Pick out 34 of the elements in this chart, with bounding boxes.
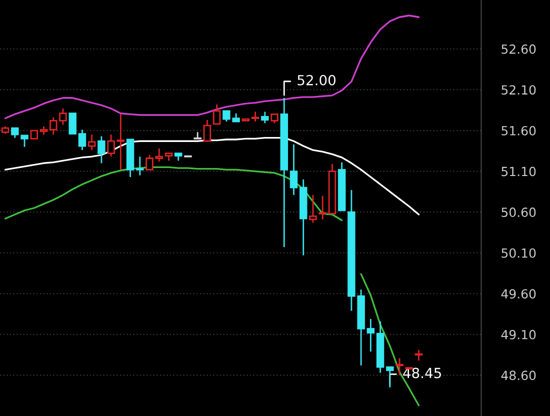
y-tick-label: 52.10: [502, 85, 536, 95]
y-tick-label: 50.60: [502, 208, 536, 218]
candlestick: [155, 148, 164, 162]
y-tick-label: 48.60: [501, 370, 536, 380]
candlestick: [318, 195, 326, 220]
candlestick: [261, 111, 269, 124]
candlestick: [107, 134, 115, 158]
candlestick: [366, 318, 375, 352]
candlestick: [146, 154, 154, 170]
candlestick: [386, 366, 394, 388]
candlestick: [49, 116, 58, 136]
annotation: 48.45: [403, 368, 441, 378]
candlestick: [136, 156, 144, 176]
candlestick: [290, 144, 298, 196]
candlestick: [78, 129, 86, 151]
candlestick: [251, 111, 260, 122]
y-tick-label: 51.60: [502, 126, 536, 136]
candlestick: [68, 112, 76, 134]
candlestick: [194, 131, 202, 140]
candlestick: [59, 108, 67, 126]
y-tick-label: 50.10: [502, 248, 536, 258]
candlestick: [88, 134, 96, 151]
annotation: 52.00: [298, 74, 336, 86]
candlestick: [396, 357, 404, 376]
candlestick: [98, 136, 106, 164]
y-tick-label: 51.10: [502, 166, 536, 176]
candlestick: [414, 349, 423, 362]
y-tick-label: 52.60: [502, 44, 536, 54]
y-tick-label: 49.10: [501, 330, 536, 340]
candlestick: [212, 104, 221, 125]
y-tick-label: 49.60: [501, 289, 536, 299]
candlestick: [116, 114, 125, 170]
candlestick: [309, 194, 317, 224]
candlestick: [203, 119, 212, 143]
